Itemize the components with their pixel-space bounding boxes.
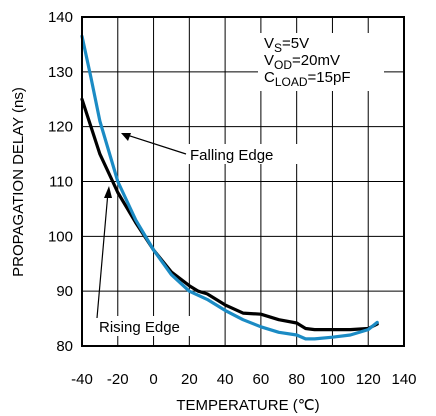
x-tick-label: 40 (217, 371, 234, 388)
x-tick-label: 0 (149, 371, 157, 388)
rising-edge-arrow (96, 191, 109, 319)
y-tick-labels: 80 90 100 110 120 130 140 (48, 9, 73, 355)
plot-frame (81, 16, 405, 347)
rising-edge-label: Rising Edge (99, 319, 180, 336)
y-tick-label: 110 (49, 174, 73, 191)
rising-edge-annotation: Rising Edge (96, 186, 204, 336)
falling-edge-line (80, 34, 379, 341)
falling-arrow-head (121, 133, 131, 141)
x-tick-label: 20 (181, 371, 198, 388)
y-axis-label: PROPAGATION DELAY (ns) (10, 87, 27, 277)
falling-edge-arrow (123, 133, 187, 155)
condition-vs: VS=5V (264, 35, 309, 55)
y-tick-label: 90 (56, 283, 73, 300)
x-tick-label: -40 (71, 371, 93, 388)
x-tick-label: 60 (253, 371, 270, 388)
y-tick-label: 120 (48, 119, 73, 136)
rising-label-background (96, 316, 204, 336)
falling-edge-label: Falling Edge (190, 147, 273, 164)
y-tick-label: 130 (48, 64, 73, 81)
falling-label-background (187, 144, 305, 164)
x-axis-label: TEMPERATURE (℃) (176, 397, 319, 414)
x-tick-label: 140 (391, 371, 416, 388)
y-tick-label: 80 (56, 338, 73, 355)
conditions-background (258, 33, 384, 91)
condition-vod: VOD=20mV (264, 52, 340, 72)
condition-cload: CLOAD=15pF (264, 69, 350, 89)
x-tick-label: 100 (320, 371, 345, 388)
y-tick-label: 140 (48, 9, 73, 26)
x-tick-label: 80 (288, 371, 305, 388)
y-tick-label: 100 (48, 228, 73, 245)
test-conditions: VS=5V VOD=20mV CLOAD=15pF (258, 33, 384, 91)
falling-edge-annotation: Falling Edge (121, 133, 305, 164)
series-lines (80, 34, 379, 341)
x-tick-label: 120 (356, 371, 381, 388)
x-tick-label: -20 (107, 371, 129, 388)
x-tick-labels: -40 -20 0 20 40 60 80 100 120 140 (71, 371, 416, 388)
rising-arrow-head (104, 186, 112, 198)
